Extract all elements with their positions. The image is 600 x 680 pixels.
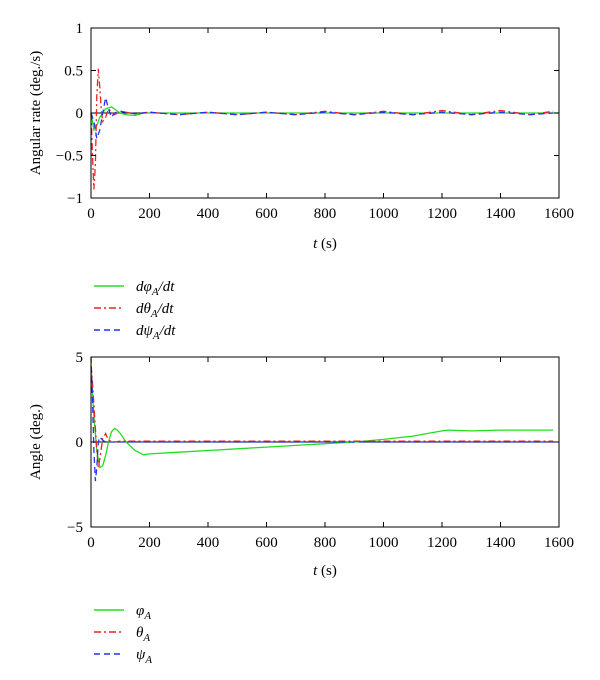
legend-label-0: φA	[136, 603, 151, 622]
x-axis-label: t (s)	[313, 563, 337, 579]
x-tick-label: 0	[87, 206, 95, 222]
x-tick-label: 600	[255, 535, 278, 551]
legend-label-post: /dt	[158, 279, 176, 295]
y-tick-label: 1	[76, 21, 84, 37]
series-line-1	[90, 68, 554, 190]
legend-label-main: dθ	[136, 301, 152, 317]
x-tick-label: 1000	[369, 206, 399, 222]
legend-label-1: θA	[136, 625, 150, 644]
series-group	[90, 68, 559, 190]
y-tick-label: 0	[76, 106, 84, 122]
legend-label-1: dθA/dt	[136, 301, 174, 320]
legend-label-main: θ	[136, 625, 144, 641]
legend-label-main: dφ	[136, 279, 152, 295]
angular-rate-chart: 0 200 400 600 800 1000 1200 1400 1600 −1 −0.5 0 0.5 1…	[28, 21, 574, 342]
x-tick-label: 800	[314, 206, 337, 222]
legend-label-sub: A	[142, 632, 150, 644]
legend-label-sub: A	[152, 330, 160, 342]
series-line-0	[90, 106, 559, 132]
legend-label-post: /dt	[159, 323, 177, 339]
x-tick-label: 400	[197, 206, 220, 222]
x-tick-label: 1600	[544, 535, 574, 551]
x-axis-label-var: t	[313, 236, 318, 252]
y-tick-label: 0.5	[64, 64, 83, 80]
x-tick-label: 1400	[486, 206, 516, 222]
x-axis-label-var: t	[313, 563, 318, 579]
y-axis-label: Angular rate (deg./s)	[28, 51, 44, 176]
series-line-1	[90, 365, 554, 468]
y-tick-label: −0.5	[56, 149, 83, 165]
legend-label-sub: A	[150, 308, 158, 320]
legend-label-sub: A	[151, 286, 159, 298]
legend-label-main: ψ	[136, 647, 146, 663]
x-tick-label: 1600	[544, 206, 574, 222]
y-axis-label: Angle (deg.)	[28, 404, 44, 480]
legend-label-main: φ	[136, 603, 144, 619]
y-tick-label: 0	[76, 435, 84, 451]
legend-label-main: dψ	[136, 323, 154, 339]
x-tick-label: 1400	[486, 535, 516, 551]
legend-label-2: dψA/dt	[136, 323, 176, 342]
x-tick-label: 200	[138, 535, 161, 551]
x-tick-label: 1200	[427, 535, 457, 551]
x-axis-label-unit: (s)	[317, 236, 337, 252]
x-tick-label: 1200	[427, 206, 457, 222]
y-tick-label: −1	[67, 191, 83, 207]
series-line-0	[90, 365, 554, 469]
y-tick-label: 5	[76, 350, 84, 366]
series-group	[90, 356, 554, 482]
x-tick-label: 600	[255, 206, 278, 222]
x-axis-label-unit: (s)	[317, 563, 337, 579]
x-axis-label: t (s)	[313, 236, 337, 252]
legend-label-post: /dt	[157, 301, 175, 317]
y-tick-label: −5	[67, 520, 83, 536]
series-line-2	[90, 356, 554, 482]
legend-label-2: ψA	[136, 647, 152, 666]
x-tick-label: 200	[138, 206, 161, 222]
x-tick-label: 400	[197, 535, 220, 551]
series-line-2	[90, 97, 554, 142]
legend-label-sub: A	[144, 654, 152, 666]
legend-label-sub: A	[143, 610, 151, 622]
x-tick-label: 800	[314, 535, 337, 551]
x-tick-label: 0	[87, 535, 95, 551]
legend-label-0: dφA/dt	[136, 279, 175, 298]
x-tick-label: 1000	[369, 535, 399, 551]
